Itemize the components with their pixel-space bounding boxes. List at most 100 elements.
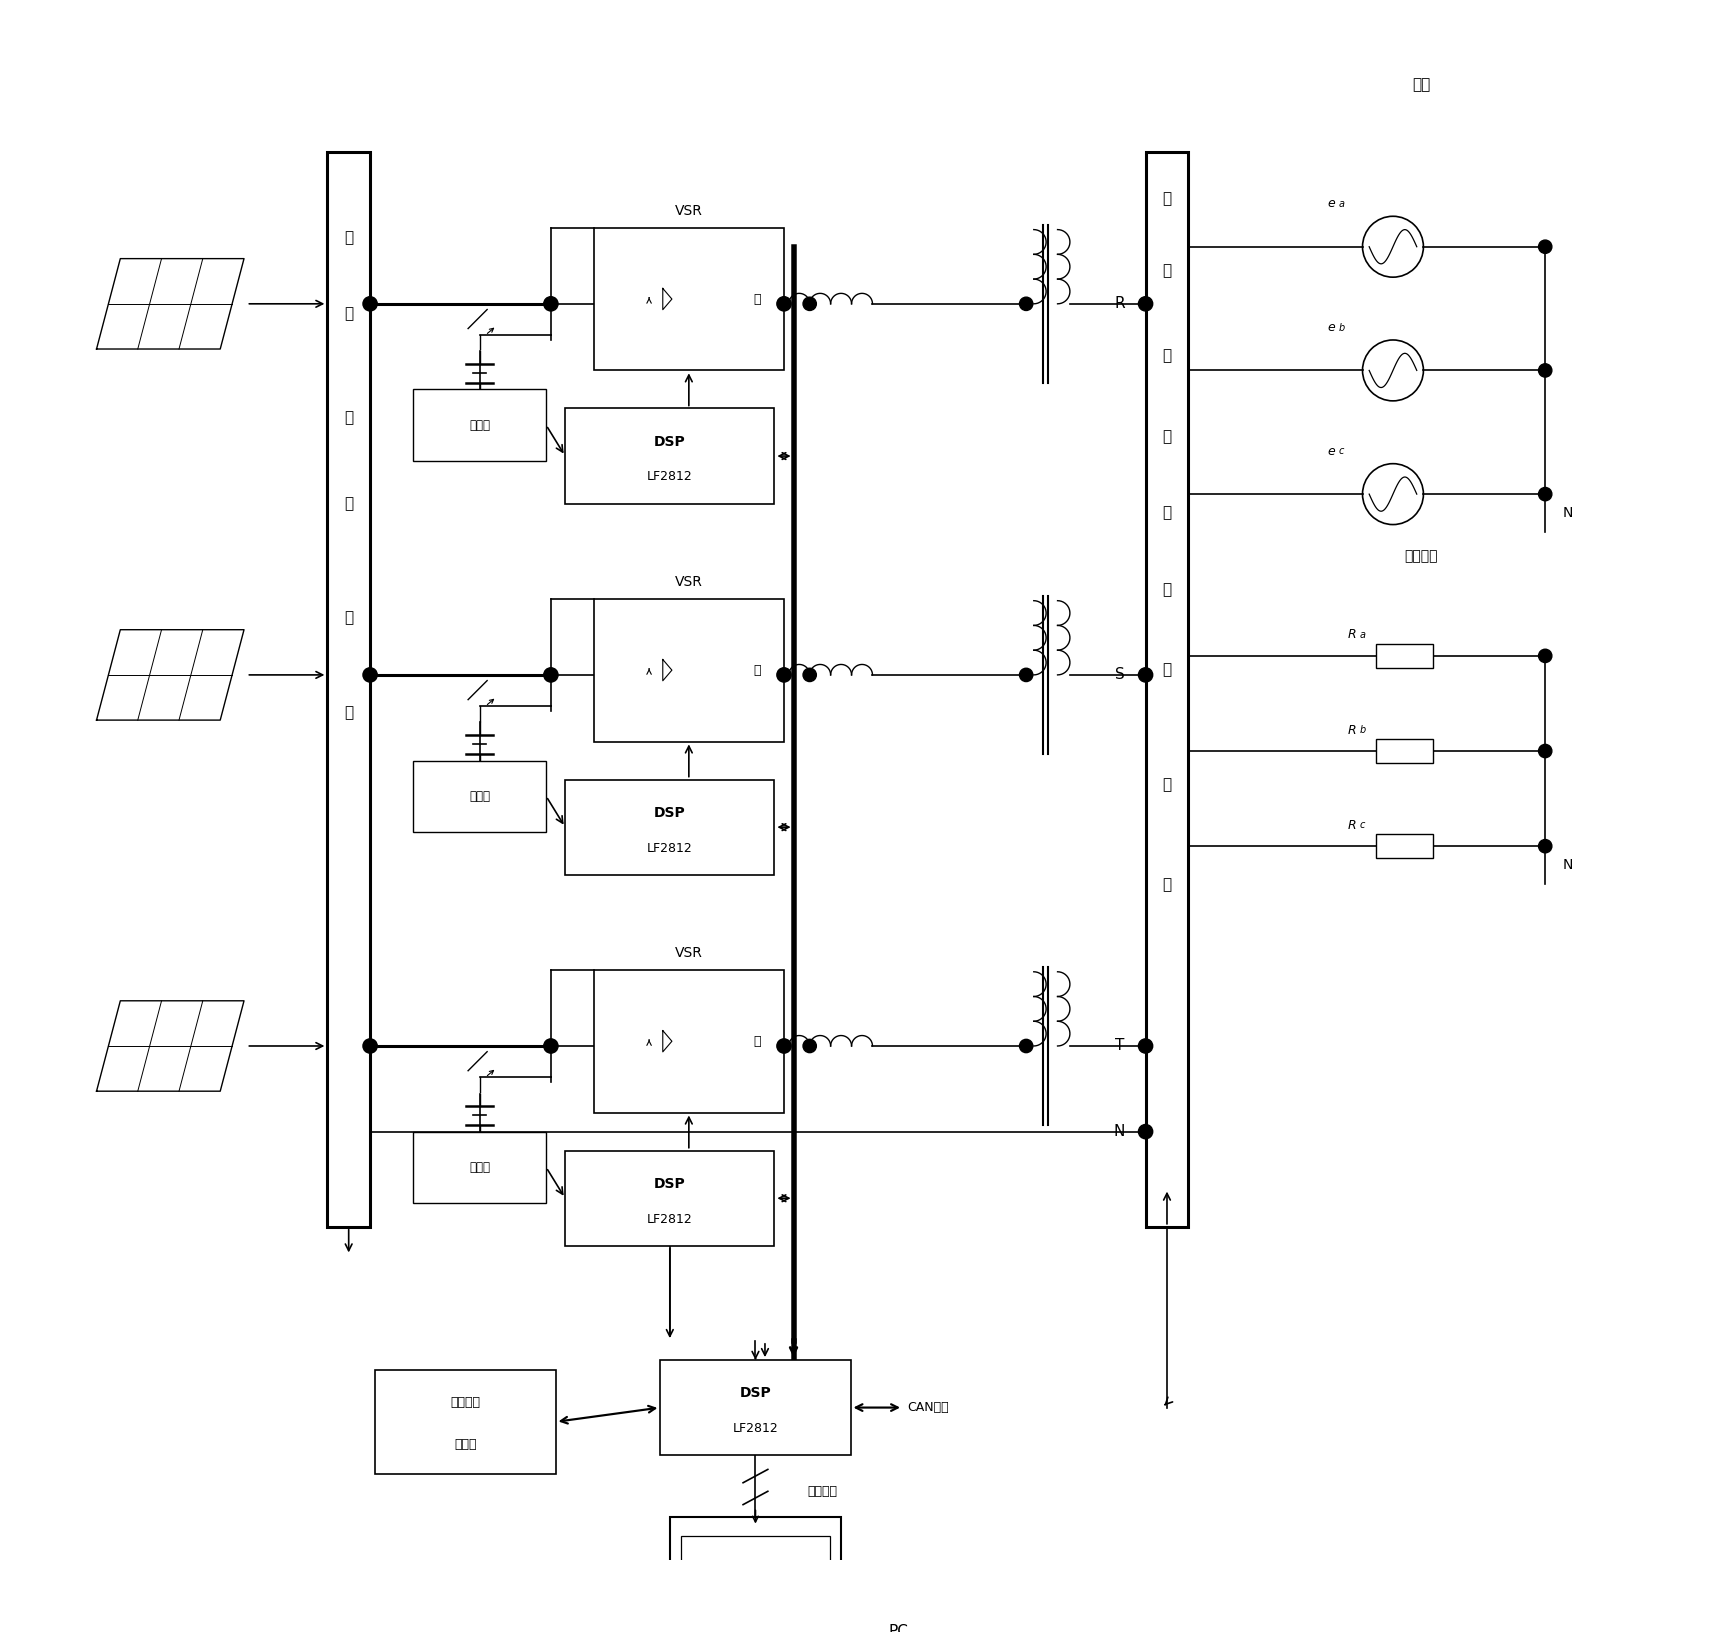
Text: e: e — [1327, 446, 1335, 459]
Text: 无线通信: 无线通信 — [807, 1485, 837, 1498]
Text: a: a — [1339, 199, 1346, 209]
Text: 流: 流 — [343, 305, 354, 322]
Circle shape — [543, 667, 557, 682]
Circle shape — [776, 1040, 792, 1053]
Text: 本: 本 — [754, 664, 761, 677]
Text: PC: PC — [888, 1624, 909, 1632]
Bar — [374, 1369, 555, 1474]
Text: c: c — [1359, 821, 1364, 831]
Text: 蓄电池: 蓄电池 — [469, 419, 490, 431]
Text: 电网: 电网 — [1413, 77, 1430, 93]
Text: 元: 元 — [343, 705, 354, 720]
Text: a: a — [1359, 630, 1366, 640]
Text: LF2812: LF2812 — [647, 470, 693, 483]
Bar — [566, 780, 775, 875]
Bar — [681, 1536, 830, 1612]
Text: VSR: VSR — [674, 574, 702, 589]
Circle shape — [362, 297, 378, 312]
Text: DSP: DSP — [654, 806, 687, 819]
Bar — [1377, 739, 1433, 762]
Circle shape — [776, 297, 792, 312]
Circle shape — [543, 297, 557, 312]
Text: 独立负载: 独立负载 — [1404, 548, 1439, 563]
Text: CAN总线: CAN总线 — [907, 1400, 949, 1413]
Text: 及: 及 — [1163, 506, 1171, 521]
Bar — [593, 969, 783, 1113]
Circle shape — [1539, 240, 1552, 253]
Text: VSR: VSR — [674, 204, 702, 217]
Bar — [566, 1151, 775, 1245]
Bar — [1377, 645, 1433, 667]
Text: 配: 配 — [343, 411, 354, 426]
Circle shape — [1539, 744, 1552, 757]
Bar — [328, 152, 371, 1227]
Circle shape — [1019, 667, 1033, 682]
Text: T: T — [1116, 1038, 1125, 1054]
Text: b: b — [1339, 323, 1346, 333]
Text: 蓄电池: 蓄电池 — [469, 1160, 490, 1173]
Text: 直: 直 — [343, 230, 354, 245]
Text: N: N — [1113, 1124, 1125, 1139]
Text: 元: 元 — [1163, 876, 1171, 891]
Text: 蓄电池: 蓄电池 — [469, 790, 490, 803]
Bar — [566, 408, 775, 504]
Text: 单: 单 — [343, 610, 354, 625]
Text: e: e — [1327, 197, 1335, 211]
Text: e: e — [1327, 322, 1335, 335]
Text: LF2812: LF2812 — [647, 842, 693, 855]
Text: LF2812: LF2812 — [733, 1421, 778, 1435]
Circle shape — [1138, 297, 1152, 312]
Text: b: b — [1359, 725, 1366, 734]
Bar — [1377, 834, 1433, 858]
Text: N: N — [1563, 506, 1573, 521]
Bar — [669, 1518, 842, 1622]
Bar — [593, 228, 783, 370]
Circle shape — [362, 1040, 378, 1053]
Text: 本: 本 — [754, 292, 761, 305]
Circle shape — [1539, 364, 1552, 377]
Text: DSP: DSP — [654, 434, 687, 449]
Text: R: R — [1114, 297, 1125, 312]
Circle shape — [1138, 667, 1152, 682]
Circle shape — [1539, 488, 1552, 501]
Circle shape — [543, 1040, 557, 1053]
Text: 及键盘: 及键盘 — [454, 1438, 476, 1451]
Text: 电: 电 — [343, 496, 354, 511]
Text: 液晶显示: 液晶显示 — [450, 1397, 480, 1410]
Circle shape — [1539, 839, 1552, 854]
Bar — [412, 1131, 547, 1203]
Text: 计: 计 — [1163, 581, 1171, 597]
Bar — [412, 761, 547, 832]
Text: R: R — [1347, 819, 1356, 832]
Text: 流: 流 — [1163, 263, 1171, 277]
Text: 本: 本 — [754, 1035, 761, 1048]
Bar — [661, 1359, 850, 1456]
Text: 交: 交 — [1163, 191, 1171, 207]
Text: N: N — [1563, 858, 1573, 871]
Bar — [1145, 152, 1189, 1227]
Circle shape — [1019, 297, 1033, 310]
Text: 量: 量 — [1163, 663, 1171, 677]
Text: 电: 电 — [1163, 429, 1171, 444]
Text: S: S — [1114, 667, 1125, 682]
Circle shape — [362, 667, 378, 682]
Text: R: R — [1347, 628, 1356, 641]
Circle shape — [1138, 1040, 1152, 1053]
Bar — [412, 390, 547, 460]
Circle shape — [804, 667, 816, 682]
Circle shape — [804, 1040, 816, 1053]
Text: c: c — [1339, 446, 1344, 457]
Text: LF2812: LF2812 — [647, 1213, 693, 1226]
Circle shape — [776, 667, 792, 682]
Text: DSP: DSP — [740, 1386, 771, 1400]
Text: R: R — [1347, 723, 1356, 736]
Circle shape — [1138, 1124, 1152, 1139]
Text: 配: 配 — [1163, 349, 1171, 364]
Circle shape — [804, 297, 816, 310]
Text: 单: 单 — [1163, 777, 1171, 792]
Text: VSR: VSR — [674, 945, 702, 960]
Bar — [593, 599, 783, 741]
Circle shape — [1539, 650, 1552, 663]
Circle shape — [1019, 1040, 1033, 1053]
Text: DSP: DSP — [654, 1177, 687, 1191]
